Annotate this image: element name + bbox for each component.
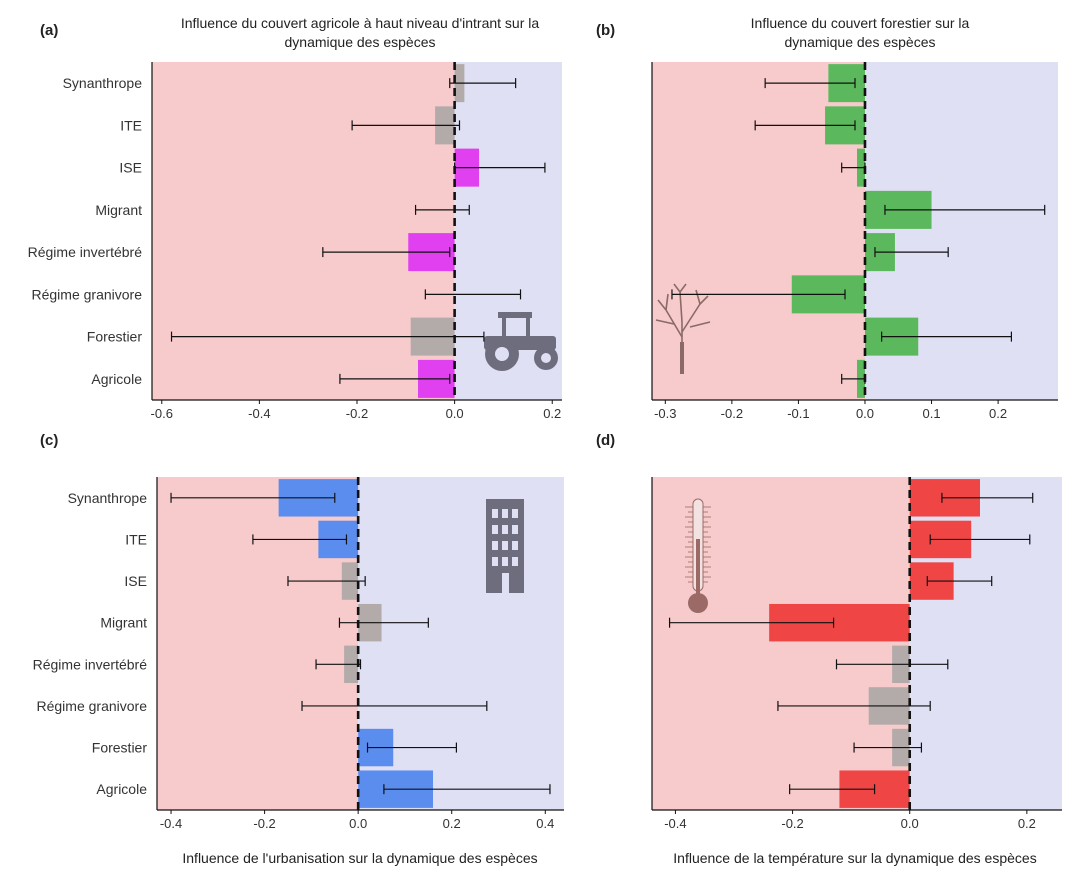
tree-branch [655, 319, 675, 325]
tree-branch [689, 321, 711, 328]
category-label: ITE [120, 117, 142, 133]
x-tick-label: 0.0 [856, 406, 874, 420]
building-window [502, 557, 508, 566]
tree-branch [681, 303, 701, 333]
x-tick-label: 0.2 [1018, 816, 1036, 831]
thermometer-bulb [688, 593, 708, 613]
x-tick-label: -0.4 [160, 816, 182, 831]
tractor-pillar [526, 318, 530, 340]
tree-branch [699, 295, 709, 305]
x-tick-label: 0.0 [901, 816, 919, 831]
building-window [492, 509, 498, 518]
building-window [492, 525, 498, 534]
category-label: Migrant [100, 615, 147, 631]
panel-d-letter: (d) [596, 432, 616, 449]
x-tick-label: -0.2 [721, 406, 743, 420]
building-window [512, 525, 518, 534]
x-tick-label: 0.2 [543, 406, 561, 420]
tree-branch [673, 283, 681, 293]
tractor-icon [484, 312, 558, 371]
category-label: Synanthrope [68, 490, 148, 506]
x-tick-label: -0.4 [664, 816, 686, 831]
building-icon [486, 499, 524, 593]
building-window [502, 541, 508, 550]
panel-c-xlabel: Influence de l'urbanisation sur la dynam… [182, 850, 538, 866]
category-label: ITE [125, 531, 147, 547]
panel-b-letter: (b) [596, 22, 616, 39]
category-label: Migrant [95, 202, 142, 218]
tractor-roof [498, 312, 532, 318]
x-tick-label: 0.4 [536, 816, 554, 831]
category-label: ISE [124, 573, 147, 589]
x-tick-label: 0.2 [989, 406, 1007, 420]
x-tick-label: -0.2 [781, 816, 803, 831]
category-label: Forestier [92, 740, 148, 756]
tractor-rear-hub [495, 347, 509, 361]
category-label: Synanthrope [63, 75, 143, 91]
x-tick-label: 0.2 [443, 816, 461, 831]
building-window [492, 541, 498, 550]
building-window [492, 557, 498, 566]
x-tick-label: -0.6 [151, 406, 173, 420]
x-tick-label: 0.0 [349, 816, 367, 831]
panel-d-xlabel: Influence de la température sur la dynam… [673, 850, 1037, 866]
category-label: Régime invertébré [28, 244, 143, 260]
panel-b-chart: -0.3 -0.2 -0.1 0.0 0.1 0.2 [651, 62, 1058, 420]
x-tick-label: -0.2 [346, 406, 368, 420]
building-window [512, 509, 518, 518]
panel-c-chart: Synanthrope ITE ISE Migrant Régime invertébr… [33, 477, 564, 831]
panel-a-letter: (a) [40, 22, 59, 39]
building-window [502, 509, 508, 518]
tractor-pillar [502, 318, 506, 340]
x-tick-label: -0.1 [787, 406, 809, 420]
tree-branch [695, 289, 701, 305]
x-tick-label: -0.2 [253, 816, 275, 831]
panel-b-title: Influence du couvert forestier sur la dy… [750, 15, 970, 50]
building-window [512, 541, 518, 550]
x-tick-label: -0.4 [248, 406, 270, 420]
category-label: Régime invertébré [33, 656, 148, 672]
category-label: Agricole [91, 371, 142, 387]
panel-c-letter: (c) [40, 432, 59, 449]
tractor-front-hub [541, 353, 551, 363]
tree-branch [679, 291, 683, 323]
x-tick-label: 0.1 [923, 406, 941, 420]
category-label: Forestier [87, 329, 143, 345]
building-door [502, 573, 509, 593]
negative-region [152, 62, 455, 400]
category-label: Régime granivore [37, 698, 148, 714]
tree-branch [665, 293, 669, 311]
category-label: Régime granivore [32, 286, 143, 302]
x-tick-label: -0.3 [654, 406, 676, 420]
x-tick-label: 0.0 [446, 406, 464, 420]
thermometer-icon [685, 498, 711, 613]
tree-branch [679, 283, 687, 293]
tree-branch [657, 299, 667, 311]
panel-a-chart: Synanthrope ITE ISE Migrant Régime invertébr… [28, 62, 562, 420]
tree-icon [655, 283, 711, 374]
category-label: ISE [119, 160, 142, 176]
category-label: Agricole [96, 781, 147, 797]
panel-a-title: Influence du couvert agricole à haut niv… [180, 15, 540, 50]
panel-d-chart: -0.4 -0.2 0.0 0.2 [651, 477, 1062, 831]
building-window [512, 557, 518, 566]
building-window [502, 525, 508, 534]
thermometer-mercury [696, 539, 700, 595]
